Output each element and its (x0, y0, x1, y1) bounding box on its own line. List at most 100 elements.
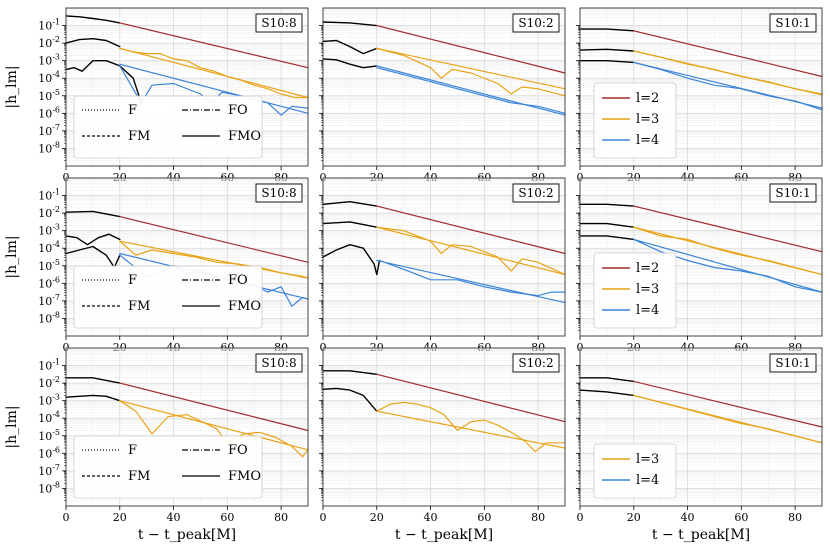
y-tick-label: 10-3 (38, 53, 60, 68)
legend-label: l=4 (636, 133, 659, 148)
plot-frame (579, 177, 823, 337)
panel-label: S10:1 (775, 186, 810, 200)
plot-frame (65, 7, 309, 167)
x-tick-label: 40 (681, 511, 695, 524)
legend-box (73, 95, 263, 159)
series-line (322, 39, 378, 55)
y-tick-label: 10-6 (38, 105, 60, 120)
legend-label: l=4 (636, 303, 659, 318)
legend-label: FO (228, 273, 248, 288)
series-line (579, 48, 635, 52)
x-tick-label: 80 (531, 511, 545, 524)
y-axis-label: |h_lm| (4, 65, 20, 108)
series-line (376, 373, 566, 423)
series-line (119, 22, 309, 69)
series-line (579, 222, 635, 228)
plot-frame (322, 177, 566, 337)
panel-row3-col2: 0 20 40 60 80 t − t_peak[M] S10:2 (319, 347, 566, 543)
plot-frame (579, 347, 823, 507)
y-tick-label: 10-8 (38, 140, 60, 155)
series-line (322, 370, 378, 375)
series-line (633, 50, 823, 95)
series-line (119, 47, 309, 99)
y-tick-label: 10-3 (38, 393, 60, 408)
series-line (119, 382, 309, 432)
series-line (322, 58, 378, 69)
x-axis-label: t − t_peak[M] (652, 527, 750, 543)
series-line (65, 38, 121, 48)
panel-label-box (255, 13, 303, 33)
series-line (119, 400, 309, 451)
series-line (65, 15, 121, 24)
series-line (376, 401, 566, 453)
series-line (633, 226, 823, 276)
series-line (579, 377, 635, 383)
x-tick-label: 0 (320, 341, 327, 354)
panel-row2-col1: 0 20 40 60 8010-110-210-310-410-510-610-710-… (4, 177, 309, 354)
series-line (65, 377, 121, 384)
y-axis-label: |h_lm| (4, 405, 20, 448)
y-tick-label: 10-1 (38, 188, 60, 203)
legend-label: l=2 (636, 91, 659, 106)
series-line (322, 200, 378, 207)
legend-label: l=3 (636, 282, 659, 297)
series-line (579, 203, 635, 207)
series-line (65, 210, 121, 218)
series-line (119, 240, 309, 279)
series-line (119, 63, 309, 114)
legend-label: FM (128, 299, 150, 314)
panel-label-box (255, 353, 303, 373)
plot-frame (65, 177, 309, 337)
panel-label: S10:8 (261, 186, 296, 200)
x-tick-label: 20 (370, 511, 384, 524)
series-line (65, 394, 121, 402)
series-line (633, 380, 823, 428)
y-tick-label: 10-2 (38, 35, 60, 50)
y-tick-label: 10-7 (38, 293, 60, 308)
series-line (322, 221, 378, 228)
x-tick-label: 40 (167, 511, 181, 524)
x-tick-label: 40 (424, 511, 438, 524)
legend-box (73, 435, 263, 499)
legend-label: l=4 (636, 473, 659, 488)
panel-row1-col1: 0 20 40 60 8010-110-210-310-410-510-610-710-… (4, 7, 309, 184)
y-tick-label: 10-5 (38, 88, 60, 103)
x-tick-label: 0 (63, 171, 70, 184)
x-tick-label: 0 (577, 511, 584, 524)
y-axis-label: |h_lm| (4, 235, 20, 278)
series-line (633, 61, 823, 111)
panel-label: S10:8 (261, 16, 296, 30)
x-axis-label: t − t_peak[M] (138, 527, 236, 543)
y-tick-label: 10-6 (38, 275, 60, 290)
plot-frame (65, 347, 309, 507)
legend-label: l=3 (636, 112, 659, 127)
legend-label: l=3 (636, 452, 659, 467)
plot-frame (579, 7, 823, 167)
panel-label-box (769, 13, 817, 33)
y-tick-label: 10-6 (38, 445, 60, 460)
series-line (376, 47, 566, 90)
series-line (376, 25, 566, 74)
plot-frame (322, 7, 566, 167)
y-tick-label: 10-5 (38, 258, 60, 273)
series-line (376, 67, 566, 114)
legend-label: FO (228, 443, 248, 458)
series-line (119, 216, 309, 263)
panel-row3-col1: 0 20 40 60 80 10-1 10-2 10-3 10-4 10-5 10-6 10-7 10-… (4, 347, 309, 543)
legend-label: FO (228, 103, 248, 118)
panel-label: S10:2 (518, 16, 553, 30)
x-tick-label: 80 (274, 511, 288, 524)
series-line (579, 389, 635, 397)
panel-label: S10:2 (518, 356, 553, 370)
y-tick-label: 10-3 (38, 223, 60, 238)
y-tick-label: 10-7 (38, 123, 60, 138)
panel-label-box (769, 183, 817, 203)
legend-box (593, 82, 677, 159)
x-tick-label: 0 (320, 511, 327, 524)
panel-label: S10:2 (518, 186, 553, 200)
